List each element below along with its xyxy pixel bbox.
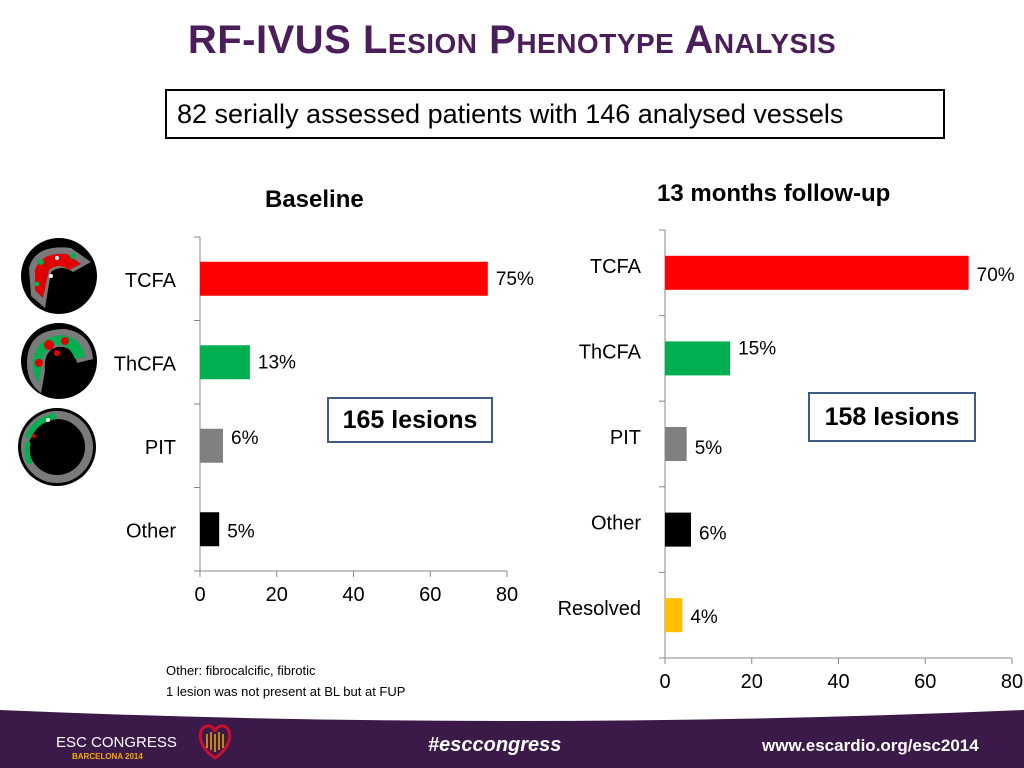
baseline-value-label: 75% [496,269,534,290]
baseline-chart-title: Baseline [265,186,364,213]
followup-bar-tcfa [665,255,969,290]
followup-category-label: PIT [610,427,641,449]
baseline-x-tick-label: 80 [496,584,518,606]
followup-x-tick-label: 80 [1001,671,1023,693]
baseline-bar-pit [200,428,224,463]
baseline-value-label: 13% [258,352,296,373]
followup-x-tick-label: 40 [827,671,849,693]
baseline-bar-thcfa [200,345,250,380]
followup-value-label: 5% [695,438,723,459]
study-info-box: 82 serially assessed patients with 146 a… [165,89,945,139]
baseline-x-tick-label: 20 [266,584,288,606]
footer-url[interactable]: www.escardio.org/esc2014 [762,736,979,755]
baseline-value-label: 5% [227,521,255,542]
baseline-category-label: ThCFA [114,353,177,375]
footnote-other: Other: fibrocalcific, fibrotic [166,663,316,678]
followup-category-label: ThCFA [579,341,642,363]
followup-x-tick-label: 60 [914,671,936,693]
footer-logo-line1: ESC CONGRESS [56,734,177,751]
baseline-category-label: PIT [145,437,176,459]
ivus-thcfa-icon [21,323,97,399]
page-title: RF-IVUS Lesion Phenotype Analysis [187,18,837,62]
baseline-lesion-count-box: 165 lesions [327,397,493,443]
baseline-value-label: 6% [231,428,259,449]
followup-bar-thcfa [665,341,731,376]
ivus-tcfa-icon [21,238,97,314]
followup-bar-other [665,512,692,547]
footer-hashtag: #esccongress [428,734,562,756]
followup-category-label: Other [591,513,641,535]
followup-bar-pit [665,427,687,461]
baseline-category-label: TCFA [125,270,177,292]
followup-lesion-count: 158 lesions [824,402,960,431]
followup-lesion-count-box: 158 lesions [808,392,976,442]
followup-value-label: 70% [977,265,1015,286]
footer-band: ESC CONGRESS BARCELONA 2014 #esccongress… [0,710,1024,768]
followup-x-tick-label: 0 [659,671,670,693]
baseline-x-tick-label: 0 [194,584,205,606]
baseline-bar-other [200,512,220,547]
baseline-x-tick-label: 60 [419,584,441,606]
followup-value-label: 6% [699,524,727,545]
baseline-lesion-count: 165 lesions [342,405,478,434]
footnote-new-lesion: 1 lesion was not present at BL but at FU… [166,684,406,699]
followup-chart-title: 13 months follow-up [657,180,891,207]
ivus-pit-icon [18,408,96,486]
baseline-category-label: Other [126,520,176,542]
followup-bar-chart: 0 20 40 60 80 TCFA 70% ThCFA 15% PIT 5% Other 6% Reso… [558,229,1023,693]
baseline-bar-chart: 0 20 40 60 80 TCFA 75% ThCFA 13% PIT 6% Other 5% [114,236,534,606]
followup-value-label: 15% [738,338,776,359]
footer-logo-line2: BARCELONA 2014 [72,752,143,761]
followup-category-label: Resolved [558,598,641,620]
baseline-bar-tcfa [200,261,488,296]
study-info-text: 82 serially assessed patients with 146 a… [177,98,844,129]
esc-heart-logo-icon [198,724,232,760]
followup-value-label: 4% [690,607,718,628]
followup-bar-resolved [665,598,683,633]
baseline-x-tick-label: 40 [342,584,364,606]
followup-x-tick-label: 20 [741,671,763,693]
followup-category-label: TCFA [590,256,642,278]
